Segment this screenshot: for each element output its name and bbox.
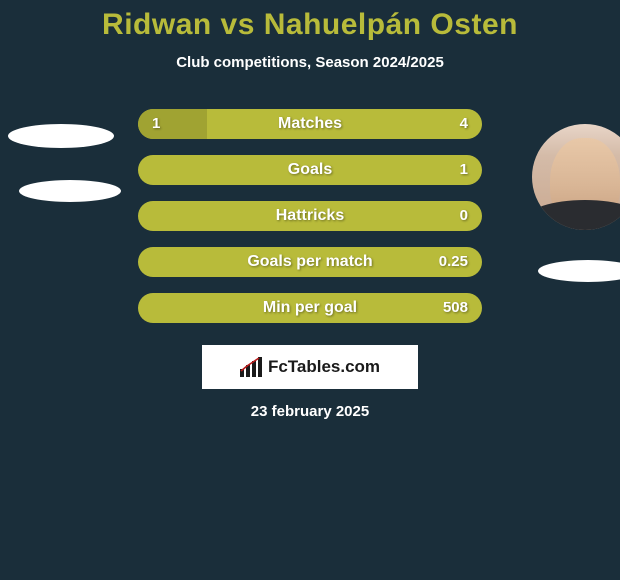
page-title: Ridwan vs Nahuelpán Osten [0, 8, 620, 42]
date-text: 23 february 2025 [0, 403, 620, 420]
stat-value-right: 0 [446, 201, 482, 231]
stat-label: Matches [138, 109, 482, 139]
brand-box: FcTables.com [202, 345, 418, 389]
stat-label: Goals [138, 155, 482, 185]
stat-value-right: 508 [429, 293, 482, 323]
stat-row: Goals per match0.25 [138, 247, 482, 277]
stat-value-right: 0.25 [425, 247, 482, 277]
player-left-placeholder-2 [19, 180, 121, 202]
subtitle: Club competitions, Season 2024/2025 [0, 54, 620, 71]
stat-label: Hattricks [138, 201, 482, 231]
brand-text: FcTables.com [268, 357, 380, 377]
stat-value-right: 1 [446, 155, 482, 185]
bars-icon [240, 357, 262, 377]
stat-row: Min per goal508 [138, 293, 482, 323]
stats-block: 1Matches4Goals1Hattricks0Goals per match… [138, 109, 482, 323]
stat-value-right: 4 [446, 109, 482, 139]
player-left-placeholder-1 [8, 124, 114, 148]
stat-row: Goals1 [138, 155, 482, 185]
stat-row: Hattricks0 [138, 201, 482, 231]
stat-row: 1Matches4 [138, 109, 482, 139]
